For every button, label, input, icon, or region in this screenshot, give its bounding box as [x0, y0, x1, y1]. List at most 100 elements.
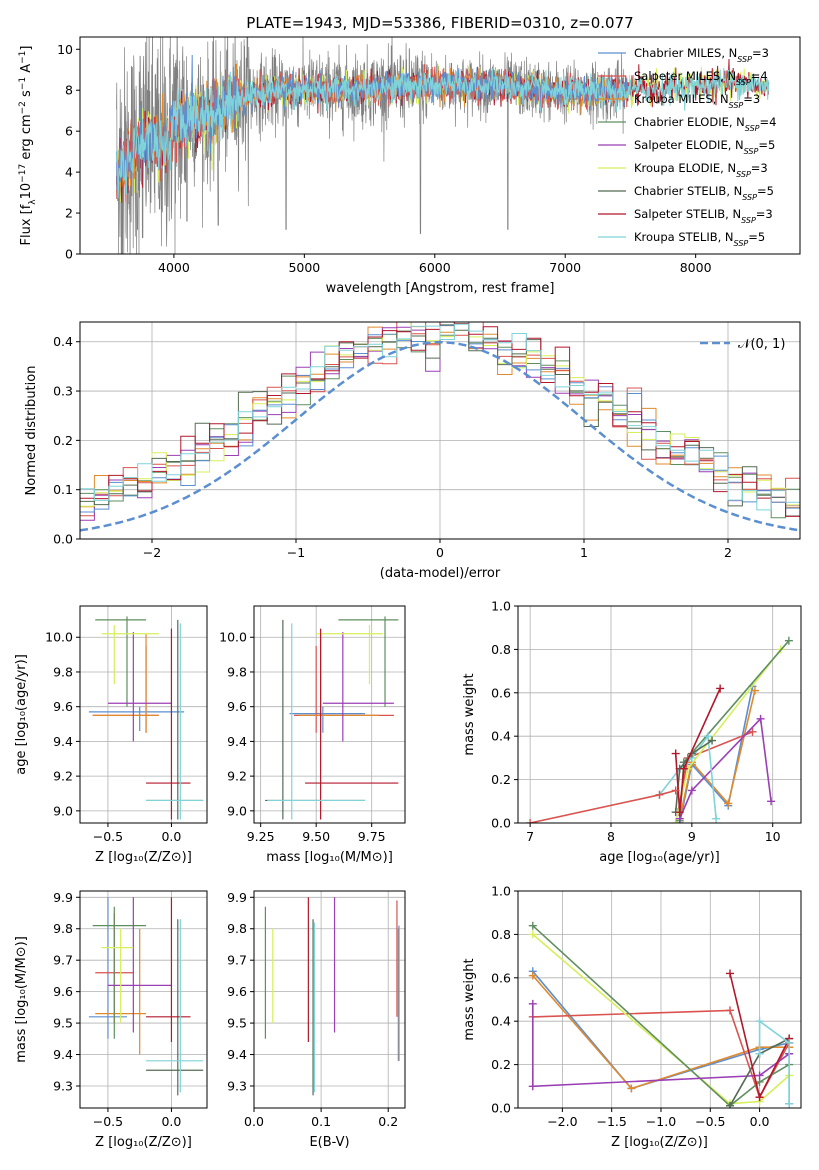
y-tick-label: 9.4 — [227, 1047, 247, 1062]
weight-series-kroupa-miles-line — [532, 975, 790, 1090]
legend-label-sub: SSP — [729, 101, 744, 110]
x-tick-label: −2 — [143, 545, 161, 560]
weight-series-salpeter-elodie-line — [531, 1003, 790, 1088]
y-tick-label: 0.2 — [491, 772, 511, 787]
x-axis-label: mass [log₁₀(M/M⊙)] — [266, 850, 393, 865]
y-tick-label: 0.3 — [53, 384, 73, 399]
legend-label-sub: SSP — [745, 124, 760, 133]
weight-series-kroupa-miles-marker — [528, 971, 537, 980]
legend-label-n: =3 — [751, 161, 768, 175]
legend-label-n: =5 — [758, 138, 775, 152]
legend-label-n: =3 — [752, 46, 769, 60]
y-tick-label: 9.4 — [53, 1047, 73, 1062]
y-tick-label: 9.4 — [53, 734, 73, 749]
y-tick-label: 9.6 — [53, 699, 73, 714]
axes: −2.0 −1.5 −1.0 −0.5 0.0 0.0 0.2 0.4 0.6 0.8 1.0 Z [… — [462, 884, 802, 1150]
weight-series-kroupa-stelib-marker — [755, 1017, 764, 1026]
weight-series-kroupa-miles-marker — [724, 799, 733, 808]
x-tick-label: 2 — [724, 545, 732, 560]
x-tick-label: 7 — [526, 829, 534, 844]
weight-series-salpeter-elodie-marker — [767, 797, 776, 806]
x-tick-label: −1 — [287, 545, 305, 560]
x-tick-label: 5000 — [288, 260, 320, 275]
y-tick-label: 0.8 — [491, 927, 511, 942]
normal-legend-label: 𝒩(0, 1) — [738, 337, 785, 352]
weight-series-salpeter-miles-marker — [655, 790, 664, 799]
x-tick-label: −0.5 — [695, 1114, 725, 1129]
legend-label-sub: SSP — [741, 216, 756, 225]
legend-label-name: Kroupa MILES, N — [634, 92, 729, 106]
y-tick-label: 0.6 — [491, 970, 511, 985]
y-tick-label: 2 — [65, 206, 73, 221]
y-tick-label: 4 — [65, 165, 73, 180]
legend-label-sub: SSP — [744, 147, 759, 156]
y-tick-label: 10.0 — [219, 630, 247, 645]
legend-label-sub: SSP — [742, 193, 757, 202]
x-axis-label: Z [log₁₀(Z/Z⊙)] — [95, 1135, 192, 1150]
y-axis-label-part: ] — [19, 46, 34, 51]
y-axis-label-part: −1 — [18, 77, 28, 90]
x-axis-label: Z [log₁₀(Z/Z⊙)] — [95, 850, 192, 865]
legend-label-sub: SSP — [736, 170, 751, 179]
weight-series-kroupa-elodie-marker — [528, 930, 537, 939]
legend-label-n: =5 — [757, 184, 774, 198]
y-axis-label-part: Flux [f — [19, 204, 34, 245]
legend-label-name: Chabrier ELODIE, N — [634, 115, 745, 129]
y-tick-label: 8 — [65, 83, 73, 98]
y-tick-label: 0.4 — [491, 1014, 511, 1029]
y-axis-label-part: s — [19, 90, 34, 101]
plot-area — [80, 322, 800, 539]
x-tick-label: 8 — [607, 829, 615, 844]
x-tick-label: 0 — [436, 545, 444, 560]
y-axis-label: mass [log₁₀(M/M⊙)] — [14, 936, 29, 1063]
weight-series-salpeter-stelib-marker — [755, 1093, 764, 1102]
y-axis-label: Normed distribution — [24, 366, 39, 496]
y-tick-label: 9.5 — [227, 1016, 247, 1031]
y-axis-label: Flux [fλ10−17 erg cm−2 s−1 A−1] — [18, 46, 38, 246]
x-tick-label: 9.25 — [247, 829, 275, 844]
axes-frame — [79, 890, 208, 1109]
weight-series-kroupa-stelib-marker — [785, 1099, 794, 1108]
plot-area — [264, 897, 400, 1096]
weight-series-salpeter-elodie-marker — [687, 786, 696, 795]
x-axis-label: wavelength [Angstrom, rest frame] — [326, 281, 555, 296]
legend-label-name: Salpeter STELIB, N — [634, 207, 741, 221]
legend-label-n: =4 — [751, 69, 768, 83]
weight-series-kroupa-stelib-marker — [755, 1049, 764, 1058]
axes: 9.25 9.50 9.75 9.0 9.2 9.4 9.6 9.8 10.0 mass [log… — [219, 605, 406, 865]
y-tick-label: 9.6 — [227, 984, 247, 999]
y-tick-label: 1.0 — [491, 884, 511, 899]
y-axis-label-part: erg cm — [19, 114, 34, 163]
x-tick-label: −1.5 — [596, 1114, 626, 1129]
legend-label-sub: SSP — [734, 239, 749, 248]
weight-series-kroupa-elodie-line — [532, 933, 790, 1105]
axes: −0.5 0.0 9.3 9.4 9.5 9.6 9.7 9.8 9.9 Z [log₁₀(Z/Z… — [14, 890, 208, 1150]
y-tick-label: 9.0 — [53, 803, 73, 818]
y-axis-label-part: A — [19, 64, 34, 77]
y-tick-label: 0 — [65, 247, 73, 262]
y-tick-label: 9.9 — [53, 890, 73, 905]
y-tick-label: 0.1 — [53, 482, 73, 497]
x-axis-label: E(B-V) — [309, 1135, 349, 1150]
y-axis-label: age [log₁₀(age/yr)] — [14, 654, 29, 775]
hist-step-chabrier-miles — [80, 322, 800, 539]
legend-label-name: Kroupa ELODIE, N — [634, 161, 736, 175]
legend-label: Kroupa MILES, NSSP=3 — [634, 92, 760, 110]
axes: −2 −1 0 1 2 0.0 0.1 0.2 0.3 0.4 (data-model)/error… — [24, 321, 801, 581]
x-tick-label: 0.0 — [161, 829, 181, 844]
x-axis-label: (data-model)/error — [380, 566, 501, 581]
legend-label: Chabrier STELIB, NSSP=5 — [634, 184, 774, 202]
x-tick-label: −0.5 — [93, 829, 123, 844]
y-tick-label: 9.8 — [227, 664, 247, 679]
x-axis-label: Z [log₁₀(Z/Z⊙)] — [611, 1135, 708, 1150]
y-tick-label: 9.8 — [53, 921, 73, 936]
y-tick-label: 0.4 — [491, 729, 511, 744]
panel-mass-vs-Z: −0.5 0.0 9.3 9.4 9.5 9.6 9.7 9.8 9.9 Z [log₁₀(Z/Z… — [14, 890, 208, 1150]
x-tick-label: 0.1 — [311, 1114, 331, 1129]
weight-series-salpeter-stelib-marker — [679, 764, 688, 773]
plot-area — [528, 921, 794, 1108]
axes-frame — [517, 605, 802, 824]
legend-label-n: =5 — [748, 230, 765, 244]
x-tick-label: 9.75 — [358, 829, 386, 844]
